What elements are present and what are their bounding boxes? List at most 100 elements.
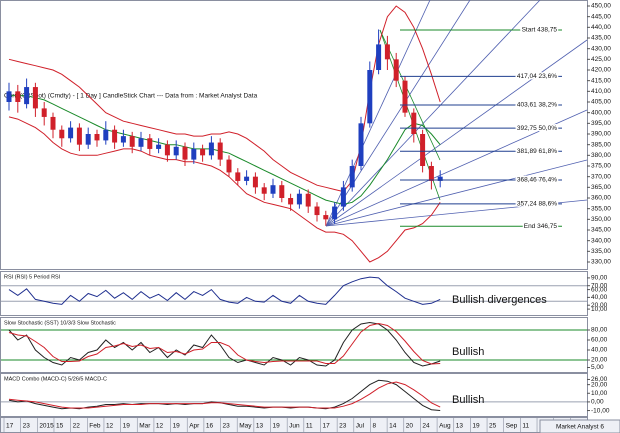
x-tick-label: 12 [156, 423, 164, 430]
fib-label: 381,89 61,8% [517, 148, 557, 155]
x-tick-label: 13 [256, 423, 264, 430]
y-tick-label: 350,00 [591, 216, 611, 223]
candle-body [428, 166, 434, 181]
x-tick-label: 19 [273, 423, 281, 430]
x-tick-label: 19 [472, 423, 480, 430]
footer-box [539, 419, 620, 433]
candle-body [208, 142, 214, 156]
candle-body [120, 136, 126, 143]
x-tick-label: 2015 [39, 423, 54, 430]
indicator-line [8, 321, 441, 367]
y-tick-label: 395,00 [591, 120, 611, 127]
candle-body [437, 176, 443, 181]
candle-body [420, 134, 426, 166]
x-tick-label: Jun [289, 423, 300, 430]
x-tick-label: 23 [339, 423, 347, 430]
x-tick-label: 8 [372, 423, 376, 430]
x-tick-label: 13 [456, 423, 464, 430]
rsi-panel [0, 271, 588, 316]
y-tick-label: 70,00 [591, 282, 608, 289]
candle-body [129, 136, 135, 147]
y-tick-label: 20,00 [591, 381, 608, 388]
candle-body [94, 134, 100, 141]
x-tick-label: 11 [522, 423, 529, 430]
y-tick-label: 355,00 [591, 205, 611, 212]
candle-body [147, 138, 153, 149]
candle-body [358, 123, 364, 166]
y-tick-label: 405,00 [591, 99, 611, 106]
candle-body [76, 127, 82, 145]
y-tick-label: 445,00 [591, 13, 611, 20]
candle-body [173, 146, 179, 156]
candle-body [402, 80, 408, 113]
candle-body [252, 176, 258, 188]
x-tick-label: 25 [489, 423, 497, 430]
y-tick-label: 340,00 [591, 237, 611, 244]
x-tick-label: 24 [422, 423, 430, 430]
indicator-line [8, 322, 441, 365]
y-tick-label: -10,00 [591, 407, 610, 414]
y-tick-label: 5,00 [591, 364, 604, 371]
candle-body [323, 215, 329, 220]
x-tick-label: 23 [223, 423, 231, 430]
candle-body [270, 185, 276, 194]
x-tick-label: 19 [173, 423, 181, 430]
y-tick-label: 440,00 [591, 24, 611, 31]
x-tick-label: 15 [56, 423, 64, 430]
y-tick-label: 335,00 [591, 248, 611, 255]
x-tick-label: 17 [322, 423, 330, 430]
main-panel [0, 0, 588, 270]
footer: Market Analyst 6 [556, 424, 604, 431]
y-tick-label: 410,00 [591, 88, 611, 95]
candle-body [296, 193, 302, 205]
y-tick-label: 80,00 [591, 327, 608, 334]
candle-body [235, 172, 241, 181]
y-tick-label: 10,00 [591, 390, 608, 397]
candle-body [41, 108, 47, 117]
x-tick-label: Mar [139, 423, 151, 430]
y-tick-label: 360,00 [591, 195, 611, 202]
y-tick-label: 40,00 [591, 347, 608, 354]
candle-body [32, 87, 38, 109]
bollinger-band [8, 116, 441, 263]
y-tick-label: 390,00 [591, 131, 611, 138]
x-tick-label: 11 [306, 423, 313, 430]
candle-body [244, 176, 250, 181]
y-tick-label: 0,00 [591, 399, 604, 406]
candle-body [226, 159, 232, 173]
candle-body [112, 129, 118, 143]
candle-body [156, 144, 162, 149]
fib-label: 417,04 23,6% [517, 73, 557, 80]
y-tick-label: 420,00 [591, 67, 611, 74]
stoch-panel [0, 317, 588, 373]
candle-body [305, 193, 311, 207]
indicator-line [8, 276, 441, 305]
y-tick-label: 425,00 [591, 56, 611, 63]
x-tick-label: Jul [356, 423, 365, 430]
x-tick-label: 22 [73, 423, 81, 430]
candle-body [217, 142, 223, 160]
candle-body [182, 146, 188, 160]
y-tick-label: 60,00 [591, 337, 608, 344]
y-tick-label: 60,00 [591, 286, 608, 293]
candle-body [50, 116, 56, 130]
x-tick-label: Apr [189, 423, 200, 430]
x-tick-label: Aug [439, 423, 451, 430]
candle-body [349, 166, 355, 188]
candle-body [288, 198, 294, 205]
candle-body [314, 206, 320, 216]
y-tick-label: 435,00 [591, 35, 611, 42]
candle-body [376, 44, 382, 70]
candle-body [59, 129, 65, 139]
y-tick-label: 430,00 [591, 45, 611, 52]
candle-body [384, 44, 390, 60]
fib-label: 392,75 50,0% [517, 125, 557, 132]
x-tick-label: 17 [6, 423, 14, 430]
y-tick-label: 380,00 [591, 152, 611, 159]
candle-body [332, 206, 338, 220]
y-tick-label: 415,00 [591, 77, 611, 84]
fib-label: 357,24 88,6% [517, 201, 557, 208]
x-tick-label: 16 [206, 423, 214, 430]
chart-title: Corn (C2Spot) (Cmdty) - [ 1 Day ] Candle… [4, 93, 258, 100]
